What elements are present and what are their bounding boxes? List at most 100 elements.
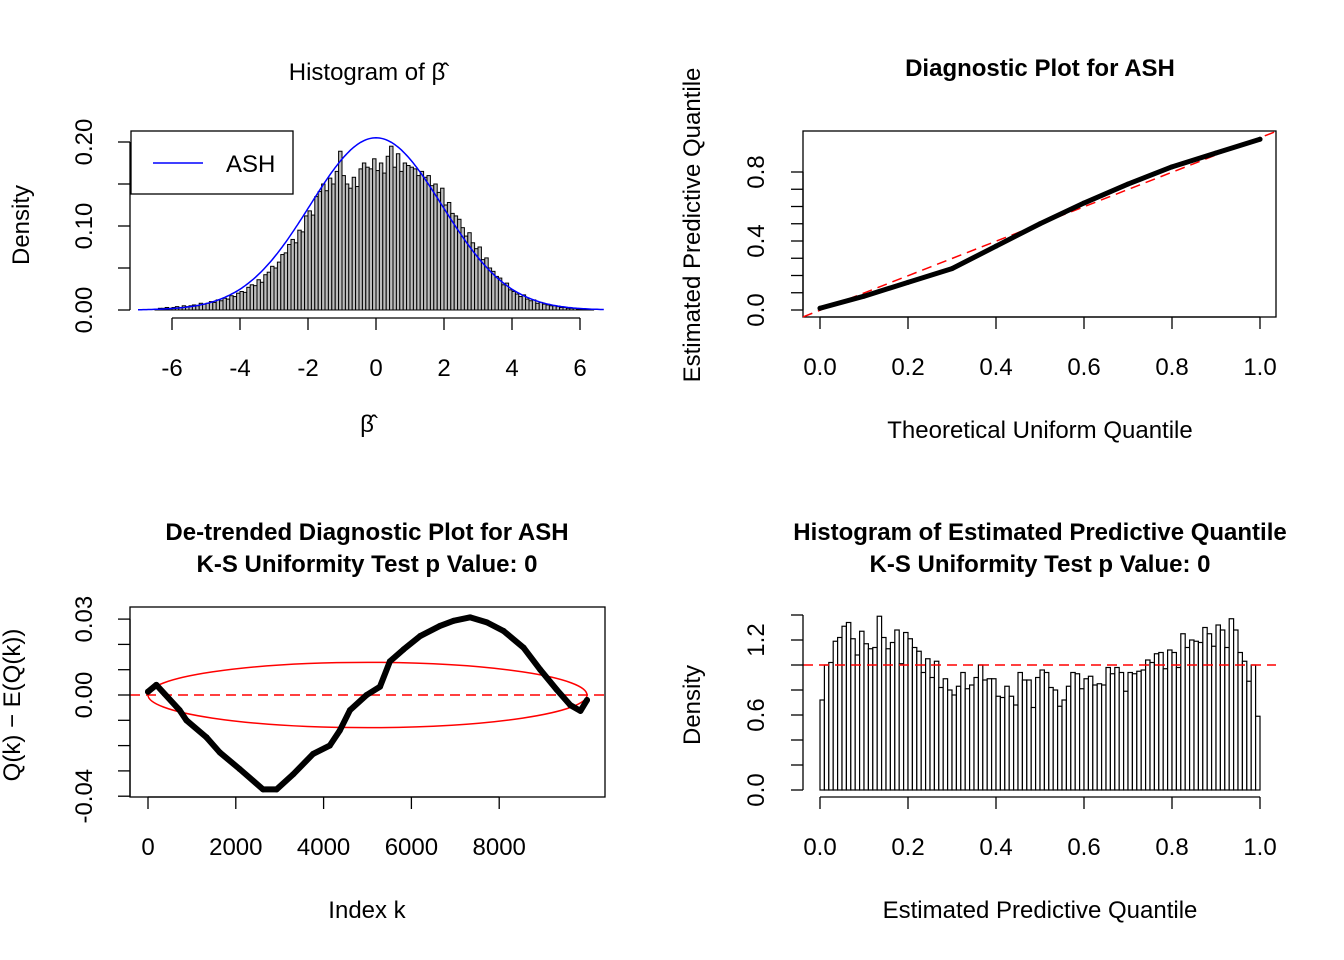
histogram-bar [1100, 684, 1107, 791]
histogram-bar [426, 175, 431, 311]
histogram-bar [395, 153, 401, 311]
histogram-bar [1215, 624, 1222, 791]
histogram-bar [836, 636, 843, 791]
histogram-bar [372, 158, 377, 311]
histogram-bar [1184, 646, 1191, 791]
histogram-bar [487, 267, 493, 311]
histogram-bar [1056, 705, 1063, 791]
x-tick-label: 0.2 [891, 354, 924, 381]
histogram-bar [1026, 679, 1032, 791]
x-tick-label: 0.8 [1155, 354, 1188, 381]
x-tick-label: -2 [297, 355, 318, 382]
histogram-bar [382, 172, 387, 311]
reference-line [802, 130, 1277, 318]
histogram-bar [236, 292, 241, 311]
histogram-bar [293, 242, 299, 311]
panel3-plot: 0 2000 4000 6000 8000 -0.04 0.00 0.03 [71, 596, 606, 861]
histogram-bar [222, 297, 227, 311]
histogram-bar [1224, 646, 1230, 791]
histogram-bar [946, 689, 953, 791]
panel2-plot: 0.0 0.2 0.4 0.6 0.8 1.0 0.0 0.4 0.8 [743, 130, 1277, 381]
histogram-bar [327, 177, 333, 311]
data-point [153, 681, 160, 688]
histogram-bar [1021, 679, 1028, 791]
panel1-axes: -6 -4 -2 0 2 4 6 0.00 0.10 0.20 [71, 119, 587, 382]
histogram-bar [902, 631, 909, 791]
histogram-bar [995, 695, 1002, 791]
histogram-bar [1237, 651, 1244, 791]
histogram-bar [1149, 661, 1156, 791]
histogram-bar [436, 191, 442, 311]
histogram-bar [365, 166, 370, 311]
histogram-bar [1246, 680, 1252, 791]
y-tick-label: 0.20 [71, 119, 98, 166]
histogram-bar [501, 284, 506, 311]
histogram-bar [419, 170, 425, 311]
data-point [520, 644, 527, 651]
histogram-bar [491, 270, 496, 311]
histogram-bar [253, 285, 258, 311]
data-point [176, 707, 183, 714]
histogram-bar [409, 166, 414, 311]
y-tick-label: 0.10 [71, 203, 98, 250]
data-point [326, 742, 333, 749]
histogram-bar [1197, 641, 1204, 791]
histogram-bar [968, 684, 975, 791]
histogram-bar [907, 638, 914, 791]
y-tick-label: 0.0 [743, 773, 770, 806]
histogram-bar [242, 291, 248, 311]
histogram-bar [406, 165, 411, 311]
histogram-bar [1232, 629, 1239, 791]
histogram-bar [1250, 664, 1257, 791]
histogram-bar [1162, 668, 1169, 791]
histogram-bar [273, 267, 278, 311]
histogram-bar [1052, 689, 1059, 791]
histogram-bar [828, 661, 834, 791]
histogram-bar [1206, 633, 1213, 791]
histogram-bar [239, 291, 244, 311]
histogram-bar [1105, 666, 1112, 791]
panel3-ylabel: Q(k) − E(Q(k)) [0, 629, 26, 782]
ash-curve [138, 137, 604, 311]
histogram-bar [1070, 671, 1076, 791]
histogram-bar [1202, 626, 1208, 791]
histogram-bar [1166, 649, 1173, 791]
x-tick-label: 6000 [385, 834, 438, 861]
panel1-title: Histogram of β̂ [289, 59, 450, 86]
histogram-bar [854, 654, 861, 791]
histogram-bar [392, 166, 397, 311]
histogram-bar [321, 183, 326, 311]
data-point [336, 727, 343, 734]
histogram-bar [977, 664, 984, 791]
panel4-subtitle: K-S Uniformity Test p Value: 0 [870, 551, 1211, 578]
histogram-bar [1017, 671, 1024, 791]
y-tick-label: 0.0 [743, 293, 770, 326]
panel2-xlabel: Theoretical Uniform Quantile [887, 417, 1192, 444]
histogram-bar [378, 162, 384, 311]
data-point [203, 734, 210, 741]
histogram-bar [341, 175, 346, 311]
histogram-bar [823, 664, 830, 791]
histogram-bar [819, 699, 826, 791]
histogram-bar [1114, 666, 1120, 791]
histogram-bar [1008, 695, 1015, 791]
legend-label-ash: ASH [226, 151, 275, 178]
histogram-bar [841, 625, 848, 791]
data-point [567, 702, 574, 709]
histogram-bar [911, 646, 918, 791]
histogram-bar [559, 306, 564, 311]
histogram-bar [276, 261, 282, 311]
histogram-bar [358, 168, 363, 311]
histogram-bar [256, 279, 261, 311]
histogram-bar [1158, 651, 1164, 791]
data-point [577, 707, 584, 714]
histogram-bar [924, 658, 931, 791]
histogram-bar [858, 630, 865, 791]
detrended-curve [145, 614, 590, 793]
histogram-bar [955, 685, 962, 791]
histogram-bar [351, 176, 357, 311]
histogram-bar [1193, 640, 1200, 791]
histogram-bar [876, 615, 883, 791]
histogram-bar [307, 210, 312, 311]
data-point [500, 627, 507, 634]
